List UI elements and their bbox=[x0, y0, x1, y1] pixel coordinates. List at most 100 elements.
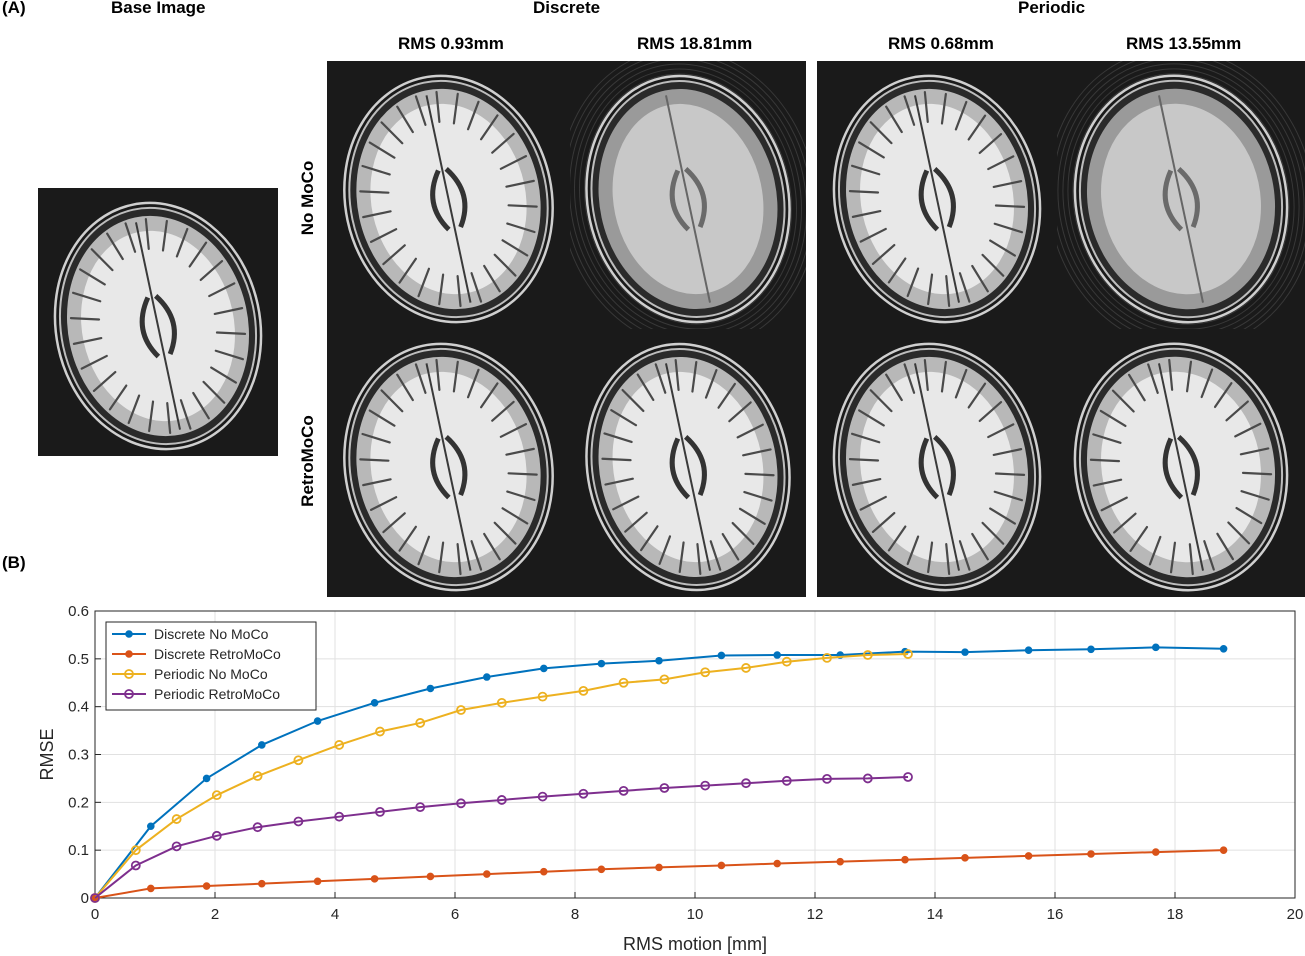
series-1-point bbox=[836, 857, 845, 866]
series-2-point bbox=[293, 755, 304, 766]
series-1-point bbox=[717, 861, 726, 870]
series-1-point bbox=[773, 859, 782, 868]
col-label-periodic-small: RMS 0.68mm bbox=[888, 34, 994, 53]
brain-image-discrete-large-nomoco bbox=[570, 61, 806, 329]
series-2-point bbox=[659, 674, 670, 685]
x-tick-label: 6 bbox=[451, 906, 459, 923]
brain-image-discrete-large-retromoco bbox=[570, 329, 806, 597]
series-1-point bbox=[655, 863, 663, 872]
legend-swatch-marker bbox=[125, 630, 133, 638]
col-label-discrete-small: RMS 0.93mm bbox=[398, 34, 504, 53]
legend-label: Periodic No MoCo bbox=[154, 666, 268, 682]
series-3-point bbox=[252, 822, 263, 833]
series-0-point bbox=[540, 664, 548, 673]
series-2-point bbox=[130, 845, 141, 856]
group-title-periodic: Periodic bbox=[1018, 0, 1086, 17]
y-tick-label: 0.3 bbox=[68, 747, 89, 764]
series-1-point bbox=[1152, 848, 1160, 856]
legend-swatch-marker bbox=[124, 689, 134, 699]
series-2-point bbox=[578, 685, 589, 696]
series-line-1 bbox=[94, 849, 1224, 899]
series-1-point bbox=[258, 879, 266, 888]
x-tick-label: 0 bbox=[91, 906, 99, 923]
series-1-point bbox=[901, 855, 909, 864]
legend-label: Periodic RetroMoCo bbox=[154, 686, 280, 702]
series-3-point bbox=[334, 811, 345, 822]
x-tick-label: 20 bbox=[1287, 906, 1304, 923]
series-0-point bbox=[1152, 643, 1160, 652]
series-3-point bbox=[659, 783, 670, 793]
series-0-point bbox=[773, 651, 782, 659]
group-title-discrete: Discrete bbox=[533, 0, 601, 17]
series-3-point bbox=[293, 816, 304, 827]
series-2-point bbox=[618, 677, 629, 688]
x-tick-label: 18 bbox=[1167, 906, 1184, 923]
series-3-point bbox=[618, 785, 629, 796]
series-2-point bbox=[496, 697, 507, 708]
y-axis-label: RMSE bbox=[37, 728, 57, 780]
series-3-point bbox=[90, 893, 100, 903]
series-2-point bbox=[456, 705, 466, 715]
series-1-point bbox=[202, 882, 211, 890]
series-3-point bbox=[456, 798, 466, 809]
series-2-point bbox=[741, 663, 751, 673]
x-tick-label: 14 bbox=[927, 906, 944, 923]
series-2-point bbox=[252, 771, 263, 781]
series-0-point bbox=[1087, 645, 1095, 654]
base-image-title: Base Image bbox=[111, 0, 206, 17]
brain-image-discrete-small-nomoco bbox=[327, 61, 570, 329]
series-0-point bbox=[258, 741, 266, 749]
series-3-point bbox=[903, 772, 913, 782]
series-line-3 bbox=[94, 775, 909, 899]
series-1-point bbox=[1087, 850, 1095, 858]
series-0-point bbox=[1024, 646, 1033, 655]
series-3-point bbox=[496, 795, 507, 805]
series-2-point bbox=[781, 656, 792, 667]
col-label-discrete-large: RMS 18.81mm bbox=[637, 34, 753, 53]
series-3-point bbox=[700, 780, 711, 791]
x-tick-label: 8 bbox=[571, 906, 579, 923]
legend-label: Discrete RetroMoCo bbox=[154, 646, 281, 662]
series-1-point bbox=[313, 877, 322, 886]
series-0-point bbox=[426, 684, 435, 693]
legend-swatch-marker bbox=[124, 669, 134, 679]
series-0-point bbox=[655, 656, 663, 665]
series-3-point bbox=[171, 841, 182, 852]
panel-a-letter: (A) bbox=[2, 0, 26, 17]
rmse-line-chart: 0 2 4 6 8 10 12 14 16 18 20 0 0.1 0.2 0.3 0.4 0.5 0.6 RMS … bbox=[37, 603, 1304, 954]
legend-label: Discrete No MoCo bbox=[154, 626, 269, 642]
series-1-point bbox=[370, 875, 379, 883]
series-1-point bbox=[147, 884, 155, 893]
series-0-point bbox=[597, 659, 606, 668]
series-2-point bbox=[822, 652, 832, 663]
x-tick-label: 4 bbox=[331, 906, 339, 923]
series-2-point bbox=[171, 814, 182, 824]
series-3-point bbox=[415, 802, 426, 813]
series-3-point bbox=[862, 773, 873, 784]
panel-b-letter: (B) bbox=[2, 553, 26, 572]
series-2-point bbox=[415, 718, 426, 728]
series-3-point bbox=[375, 807, 385, 817]
series-0-point bbox=[961, 648, 969, 656]
brain-image-discrete-small-retromoco bbox=[327, 329, 570, 597]
base-brain-image bbox=[38, 188, 278, 456]
y-tick-label: 0.6 bbox=[68, 603, 89, 620]
legend-swatch-marker bbox=[125, 650, 133, 658]
brain-image-periodic-small-retromoco bbox=[817, 329, 1057, 597]
x-tick-label: 16 bbox=[1047, 906, 1064, 923]
y-tick-label: 0.5 bbox=[68, 651, 89, 668]
series-3-point bbox=[211, 830, 222, 841]
series-2-point bbox=[862, 650, 873, 660]
y-tick-label: 0.1 bbox=[68, 842, 89, 859]
series-1-point bbox=[597, 865, 606, 874]
x-tick-label: 12 bbox=[807, 906, 824, 923]
series-0-point bbox=[202, 774, 211, 783]
brain-image-periodic-large-nomoco bbox=[1057, 61, 1305, 329]
brain-image-periodic-small-nomoco bbox=[817, 61, 1057, 329]
series-2-point bbox=[211, 790, 222, 801]
series-3-point bbox=[130, 860, 141, 871]
y-tick-label: 0.4 bbox=[68, 699, 89, 716]
series-1-point bbox=[1024, 852, 1033, 860]
series-2-point bbox=[334, 740, 345, 750]
series-3-point bbox=[537, 791, 548, 802]
